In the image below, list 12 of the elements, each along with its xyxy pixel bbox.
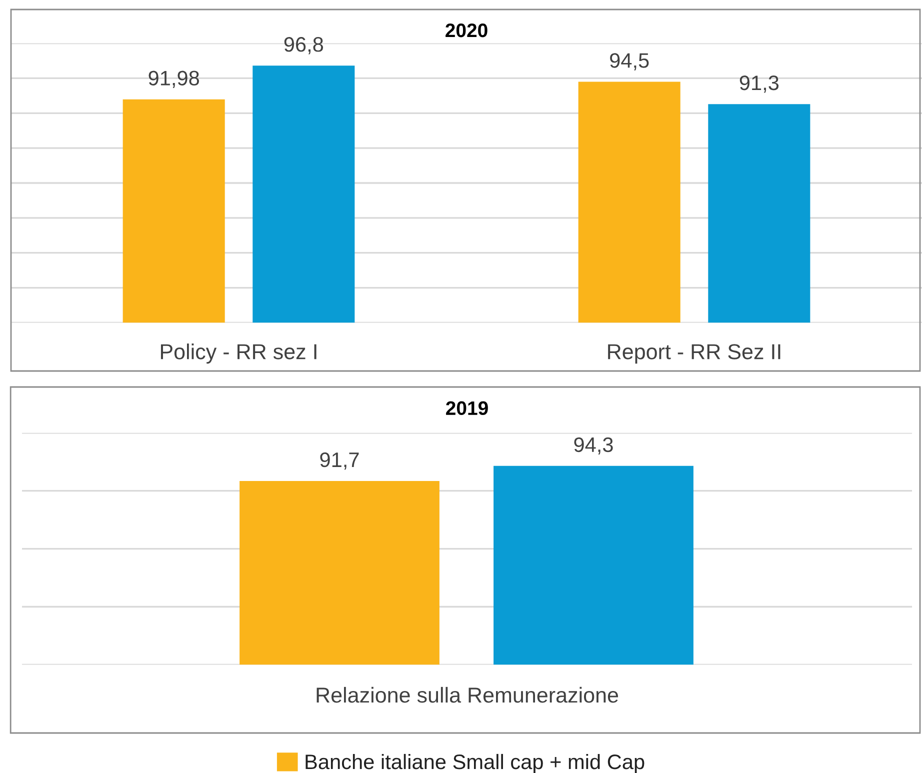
data-label: 91,98 — [148, 70, 200, 88]
x-tick-label: Report - RR Sez II — [608, 344, 780, 364]
chart-title: 2019 — [446, 401, 488, 416]
legend-label: Banche italiane Small cap + mid Cap — [306, 754, 644, 773]
data-label: 91,3 — [740, 75, 779, 93]
x-tick-label: Policy - RR sez I — [160, 344, 316, 364]
data-label: 94,3 — [574, 437, 613, 455]
x-axis-title: Relazione sulla Remunerazione — [316, 686, 618, 703]
data-label: 96,8 — [284, 37, 324, 54]
data-label: 94,5 — [610, 53, 649, 70]
chart-title: 2020 — [446, 23, 488, 38]
data-label: 91,7 — [320, 452, 359, 470]
